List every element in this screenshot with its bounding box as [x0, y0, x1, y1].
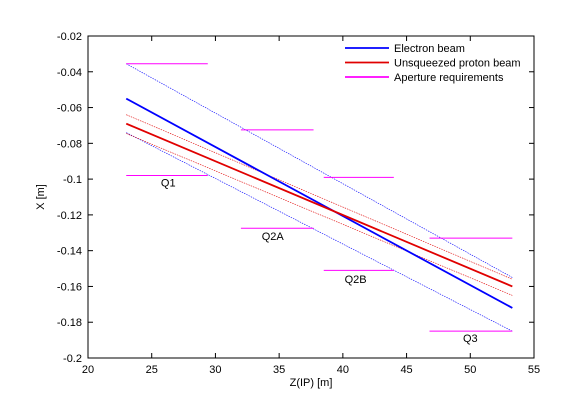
y-axis-label: X [m] [35, 184, 47, 210]
annotation-label: Q1 [161, 177, 176, 189]
x-tick-label: 20 [82, 364, 94, 376]
legend-label: Aperture requirements [394, 72, 504, 84]
x-tick-label: 40 [337, 364, 349, 376]
y-tick-label: -0.1 [63, 174, 82, 186]
y-tick-label: -0.12 [57, 210, 82, 222]
plot-area [87, 35, 535, 359]
x-axis-ticks: 20 25 30 35 40 45 50 55 [82, 36, 540, 376]
legend-label: Electron beam [394, 43, 465, 55]
y-tick-label: -0.14 [57, 246, 82, 258]
y-tick-label: -0.18 [57, 317, 82, 329]
x-tick-label: 35 [273, 364, 285, 376]
beam-envelopes [126, 63, 513, 332]
y-tick-label: -0.2 [63, 353, 82, 365]
x-tick-label: 45 [400, 364, 412, 376]
envelope-upper-line [126, 63, 513, 278]
annotation-label: Q3 [463, 333, 478, 345]
x-tick-label: 25 [146, 364, 158, 376]
aperture-requirements [126, 63, 513, 332]
annotation-label: Q2A [262, 231, 285, 243]
envelope-lower-line [126, 133, 513, 296]
series-line-0 [125, 97, 513, 309]
y-tick-label: -0.06 [57, 103, 82, 115]
y-tick-label: -0.08 [57, 138, 82, 150]
series-line-1 [125, 122, 513, 288]
x-tick-label: 50 [464, 364, 476, 376]
x-tick-label: 55 [528, 364, 540, 376]
y-tick-label: -0.16 [57, 281, 82, 293]
quadrupole-labels: Q1 Q2A Q2B Q3 [161, 177, 478, 345]
annotation-label: Q2B [345, 274, 367, 286]
legend: Electron beam Unsqueezed proton beam Apert… [345, 43, 521, 84]
x-axis-label: Z(IP) [m] [290, 377, 333, 389]
y-tick-label: -0.04 [57, 67, 82, 79]
x-tick-label: 30 [209, 364, 221, 376]
y-axis-ticks: -0.02 -0.04 -0.06 -0.08 -0.1 -0.12 -0.14 -0.16 -… [57, 31, 534, 365]
beam-lines [125, 97, 513, 309]
legend-label: Unsqueezed proton beam [394, 58, 521, 70]
y-tick-label: -0.02 [57, 31, 82, 43]
